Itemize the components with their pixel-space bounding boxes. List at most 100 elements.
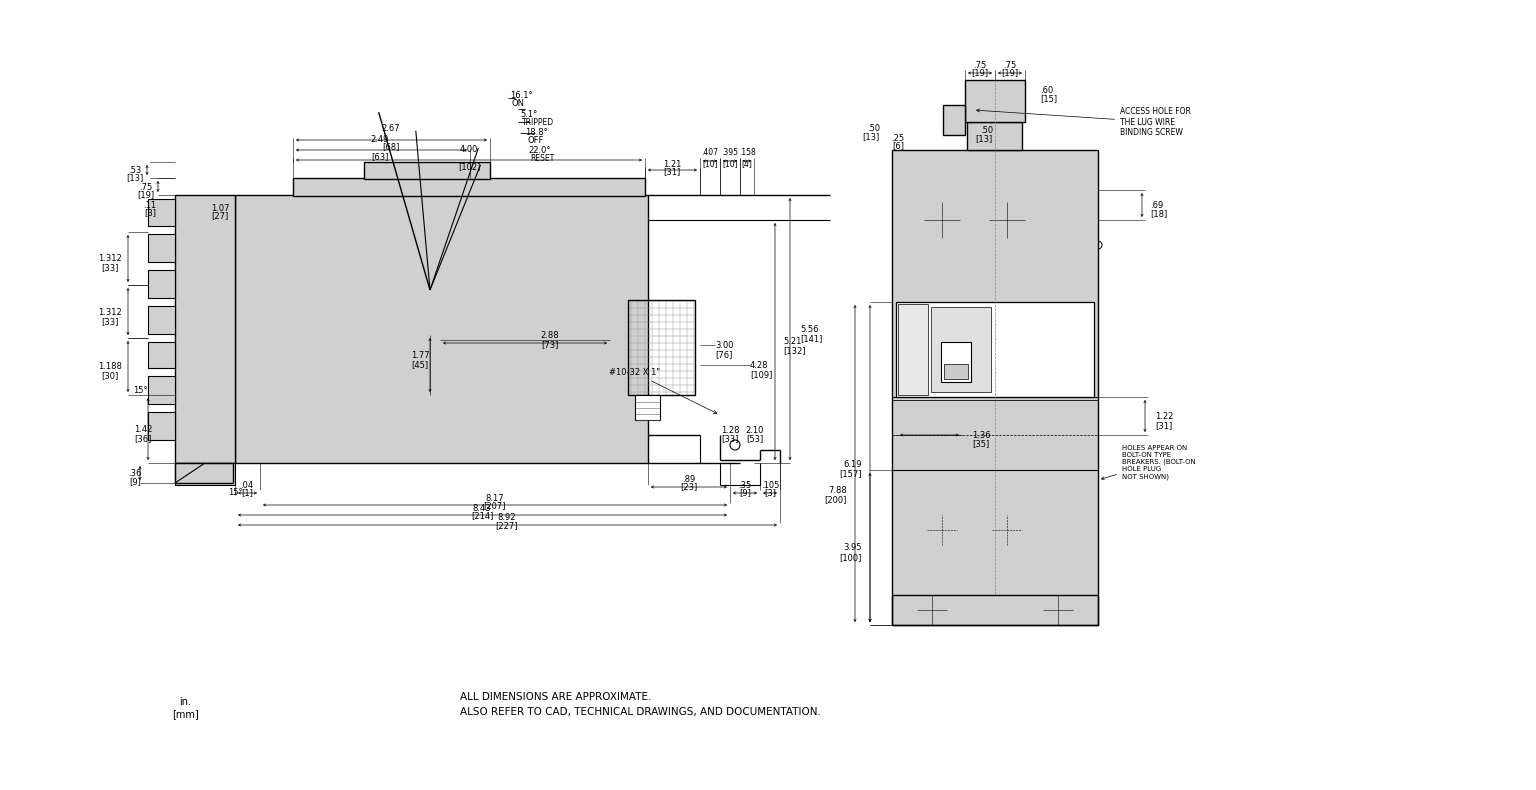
Text: 1.22: 1.22 bbox=[1155, 412, 1174, 420]
Text: [35]: [35] bbox=[972, 439, 989, 449]
Text: .50: .50 bbox=[866, 123, 880, 133]
Text: [33]: [33] bbox=[101, 264, 118, 273]
Bar bbox=[235, 195, 648, 463]
Bar bbox=[895, 302, 1094, 397]
Text: [19]: [19] bbox=[137, 190, 155, 200]
Text: [1]: [1] bbox=[241, 488, 253, 498]
Text: .69: .69 bbox=[1150, 201, 1163, 209]
Text: [53]: [53] bbox=[746, 435, 763, 443]
Bar bbox=[147, 412, 175, 440]
Text: ON: ON bbox=[511, 99, 525, 107]
Bar bbox=[175, 463, 235, 485]
Text: 3.95: 3.95 bbox=[843, 544, 862, 552]
Text: [132]: [132] bbox=[783, 347, 805, 356]
Text: RESET: RESET bbox=[530, 153, 554, 163]
Text: [227]: [227] bbox=[496, 521, 518, 531]
Text: 5.1°: 5.1° bbox=[521, 110, 538, 118]
Text: OFF: OFF bbox=[527, 136, 544, 145]
Text: [200]: [200] bbox=[825, 495, 846, 505]
Text: ALL DIMENSIONS ARE APPROXIMATE.: ALL DIMENSIONS ARE APPROXIMATE. bbox=[459, 692, 651, 702]
Text: 4.28: 4.28 bbox=[750, 360, 768, 370]
Text: .75: .75 bbox=[974, 61, 986, 70]
Text: 15°: 15° bbox=[227, 487, 243, 496]
Bar bbox=[945, 364, 968, 379]
Bar bbox=[931, 307, 991, 392]
Bar bbox=[147, 306, 175, 334]
Text: [10]: [10] bbox=[702, 160, 717, 168]
Text: [6]: [6] bbox=[892, 141, 905, 151]
Text: [31]: [31] bbox=[1155, 422, 1172, 431]
Text: 1.188: 1.188 bbox=[98, 362, 121, 371]
Text: .407: .407 bbox=[702, 148, 719, 156]
Text: .11: .11 bbox=[143, 201, 157, 209]
Circle shape bbox=[903, 362, 909, 368]
Bar bbox=[293, 178, 645, 196]
Text: ALSO REFER TO CAD, TECHNICAL DRAWINGS, AND DOCUMENTATION.: ALSO REFER TO CAD, TECHNICAL DRAWINGS, A… bbox=[459, 707, 820, 717]
Bar bbox=[364, 162, 490, 179]
Bar bbox=[965, 80, 1025, 122]
Text: [214]: [214] bbox=[472, 511, 493, 521]
Text: .53: .53 bbox=[129, 165, 141, 175]
Text: 2.67: 2.67 bbox=[381, 124, 401, 133]
Text: [9]: [9] bbox=[129, 477, 141, 487]
Bar bbox=[892, 150, 1098, 625]
Text: .35: .35 bbox=[739, 480, 751, 490]
Bar bbox=[147, 234, 175, 262]
Text: [100]: [100] bbox=[840, 554, 862, 562]
Text: [3]: [3] bbox=[763, 488, 776, 498]
Text: 5.21: 5.21 bbox=[783, 337, 802, 345]
Text: [13]: [13] bbox=[126, 174, 144, 182]
Text: 22.0°: 22.0° bbox=[528, 145, 550, 155]
Text: 1.312: 1.312 bbox=[98, 307, 121, 317]
Text: 15°: 15° bbox=[132, 386, 147, 394]
Bar bbox=[628, 300, 694, 395]
Text: [10]: [10] bbox=[722, 160, 737, 168]
Text: 8.17: 8.17 bbox=[485, 494, 504, 502]
Circle shape bbox=[903, 382, 909, 388]
Text: 16.1°: 16.1° bbox=[510, 91, 533, 100]
Text: [33]: [33] bbox=[722, 435, 739, 443]
Text: .60: .60 bbox=[1040, 85, 1054, 95]
Text: .158: .158 bbox=[739, 148, 756, 156]
Text: 1.36: 1.36 bbox=[972, 431, 991, 439]
Text: ACCESS HOLE FOR
THE LUG WIRE
BINDING SCREW: ACCESS HOLE FOR THE LUG WIRE BINDING SCR… bbox=[977, 107, 1190, 137]
Text: 6.19: 6.19 bbox=[843, 460, 862, 468]
Text: 4.00: 4.00 bbox=[459, 145, 478, 154]
Text: [76]: [76] bbox=[714, 351, 733, 359]
Bar bbox=[175, 195, 235, 463]
Text: .25: .25 bbox=[891, 134, 905, 142]
Bar bbox=[147, 270, 175, 298]
Circle shape bbox=[903, 372, 909, 378]
Bar bbox=[147, 199, 175, 226]
Text: HOLES APPEAR ON
BOLT-ON TYPE
BREAKERS. (BOLT-ON
HOLE PLUG
NOT SHOWN): HOLES APPEAR ON BOLT-ON TYPE BREAKERS. (… bbox=[1101, 445, 1195, 480]
Text: [102]: [102] bbox=[458, 162, 481, 171]
Text: [68]: [68] bbox=[382, 142, 399, 151]
Text: in.: in. bbox=[180, 697, 190, 707]
Text: 7.88: 7.88 bbox=[828, 486, 846, 495]
Text: [33]: [33] bbox=[101, 318, 118, 326]
Text: [207]: [207] bbox=[484, 502, 507, 510]
Text: [19]: [19] bbox=[971, 69, 989, 77]
Text: [19]: [19] bbox=[1001, 69, 1018, 77]
Text: [157]: [157] bbox=[840, 469, 862, 479]
Text: 2.10: 2.10 bbox=[746, 426, 765, 434]
Bar bbox=[968, 122, 1023, 150]
Text: 1.28: 1.28 bbox=[720, 426, 739, 434]
Text: 3.00: 3.00 bbox=[714, 340, 734, 349]
Text: [13]: [13] bbox=[975, 134, 992, 144]
Text: [73]: [73] bbox=[541, 340, 559, 349]
Bar bbox=[892, 595, 1098, 625]
Text: 5.56: 5.56 bbox=[800, 325, 819, 333]
Text: 2.49: 2.49 bbox=[370, 135, 389, 144]
Text: [mm]: [mm] bbox=[172, 709, 198, 719]
Bar bbox=[634, 395, 660, 420]
Bar bbox=[147, 376, 175, 404]
Text: [18]: [18] bbox=[1150, 209, 1167, 219]
Text: 1.21: 1.21 bbox=[664, 160, 680, 168]
Text: .75: .75 bbox=[1003, 61, 1017, 70]
Text: [31]: [31] bbox=[664, 167, 680, 176]
Circle shape bbox=[971, 108, 975, 112]
Text: TRIPPED: TRIPPED bbox=[522, 118, 554, 126]
Text: [4]: [4] bbox=[742, 160, 753, 168]
Text: .395: .395 bbox=[722, 148, 739, 156]
